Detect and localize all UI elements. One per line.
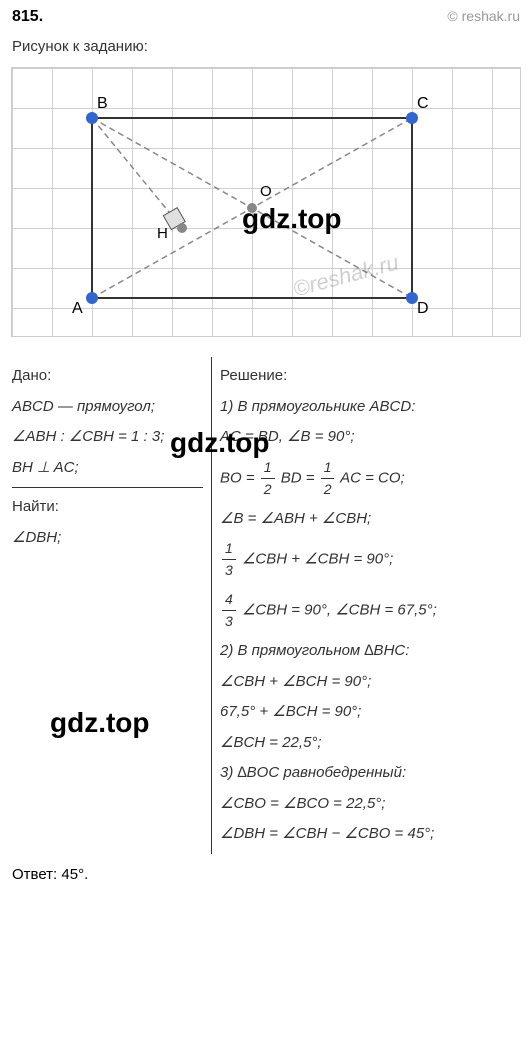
copyright: © reshak.ru (447, 8, 520, 26)
sol-10: ∠BCH = 22,5°; (220, 732, 520, 755)
label-C: C (417, 95, 429, 112)
sol-5: 13 ∠CBH + ∠CBH = 90°; (220, 538, 520, 581)
given-l3: BH ⊥ AC; (12, 457, 203, 480)
answer-row: Ответ: 45°. (0, 854, 532, 895)
label-O: O (260, 183, 272, 200)
sol-12: ∠CBO = ∠BCO = 22,5°; (220, 793, 520, 816)
label-B: B (97, 95, 108, 112)
sol-7: 2) В прямоугольном ∆BHC: (220, 640, 520, 663)
given-column: Дано: ABCD — прямоугол; ∠ABH : ∠CBH = 1 … (12, 357, 212, 854)
sol-1: 1) В прямоугольнике ABCD: (220, 396, 520, 419)
sol-3: BO = 12 BD = 12 AC = CO; (220, 457, 520, 500)
find-1: ∠DBH; (12, 527, 203, 550)
sol-6: 43 ∠CBH = 90°, ∠CBH = 67,5°; (220, 589, 520, 632)
label-D: D (417, 300, 429, 317)
geometry-svg: B C A D O H (12, 68, 522, 338)
given-title: Дано: (12, 365, 203, 388)
sol-13: ∠DBH = ∠CBH − ∠CBO = 45°; (220, 823, 520, 846)
given-l1: ABCD — прямоугол; (12, 396, 203, 419)
label-A: A (72, 300, 83, 317)
find-title: Найти: (12, 496, 203, 519)
sol-8: ∠CBH + ∠BCH = 90°; (220, 671, 520, 694)
subtitle: Рисунок к заданию: (0, 34, 532, 67)
sol-title: Решение: (220, 365, 520, 388)
solution-area: Дано: ABCD — прямоугол; ∠ABH : ∠CBH = 1 … (0, 357, 532, 854)
problem-number: 815. (12, 8, 43, 26)
diagram: B C A D O H gdz.top ©reshak.ru (11, 67, 521, 337)
answer-label: Ответ: (12, 866, 61, 883)
sol-2: AC = BD, ∠B = 90°; (220, 426, 520, 449)
solution-column: Решение: 1) В прямоугольнике ABCD: AC = … (212, 357, 520, 854)
sol-9: 67,5° + ∠BCH = 90°; (220, 701, 520, 724)
given-l2: ∠ABH : ∠CBH = 1 : 3; (12, 426, 203, 449)
sol-4: ∠B = ∠ABH + ∠CBH; (220, 508, 520, 531)
label-H: H (157, 225, 168, 242)
sol-11: 3) ∆BOC равнобедренный: (220, 762, 520, 785)
answer-value: 45°. (61, 866, 88, 883)
